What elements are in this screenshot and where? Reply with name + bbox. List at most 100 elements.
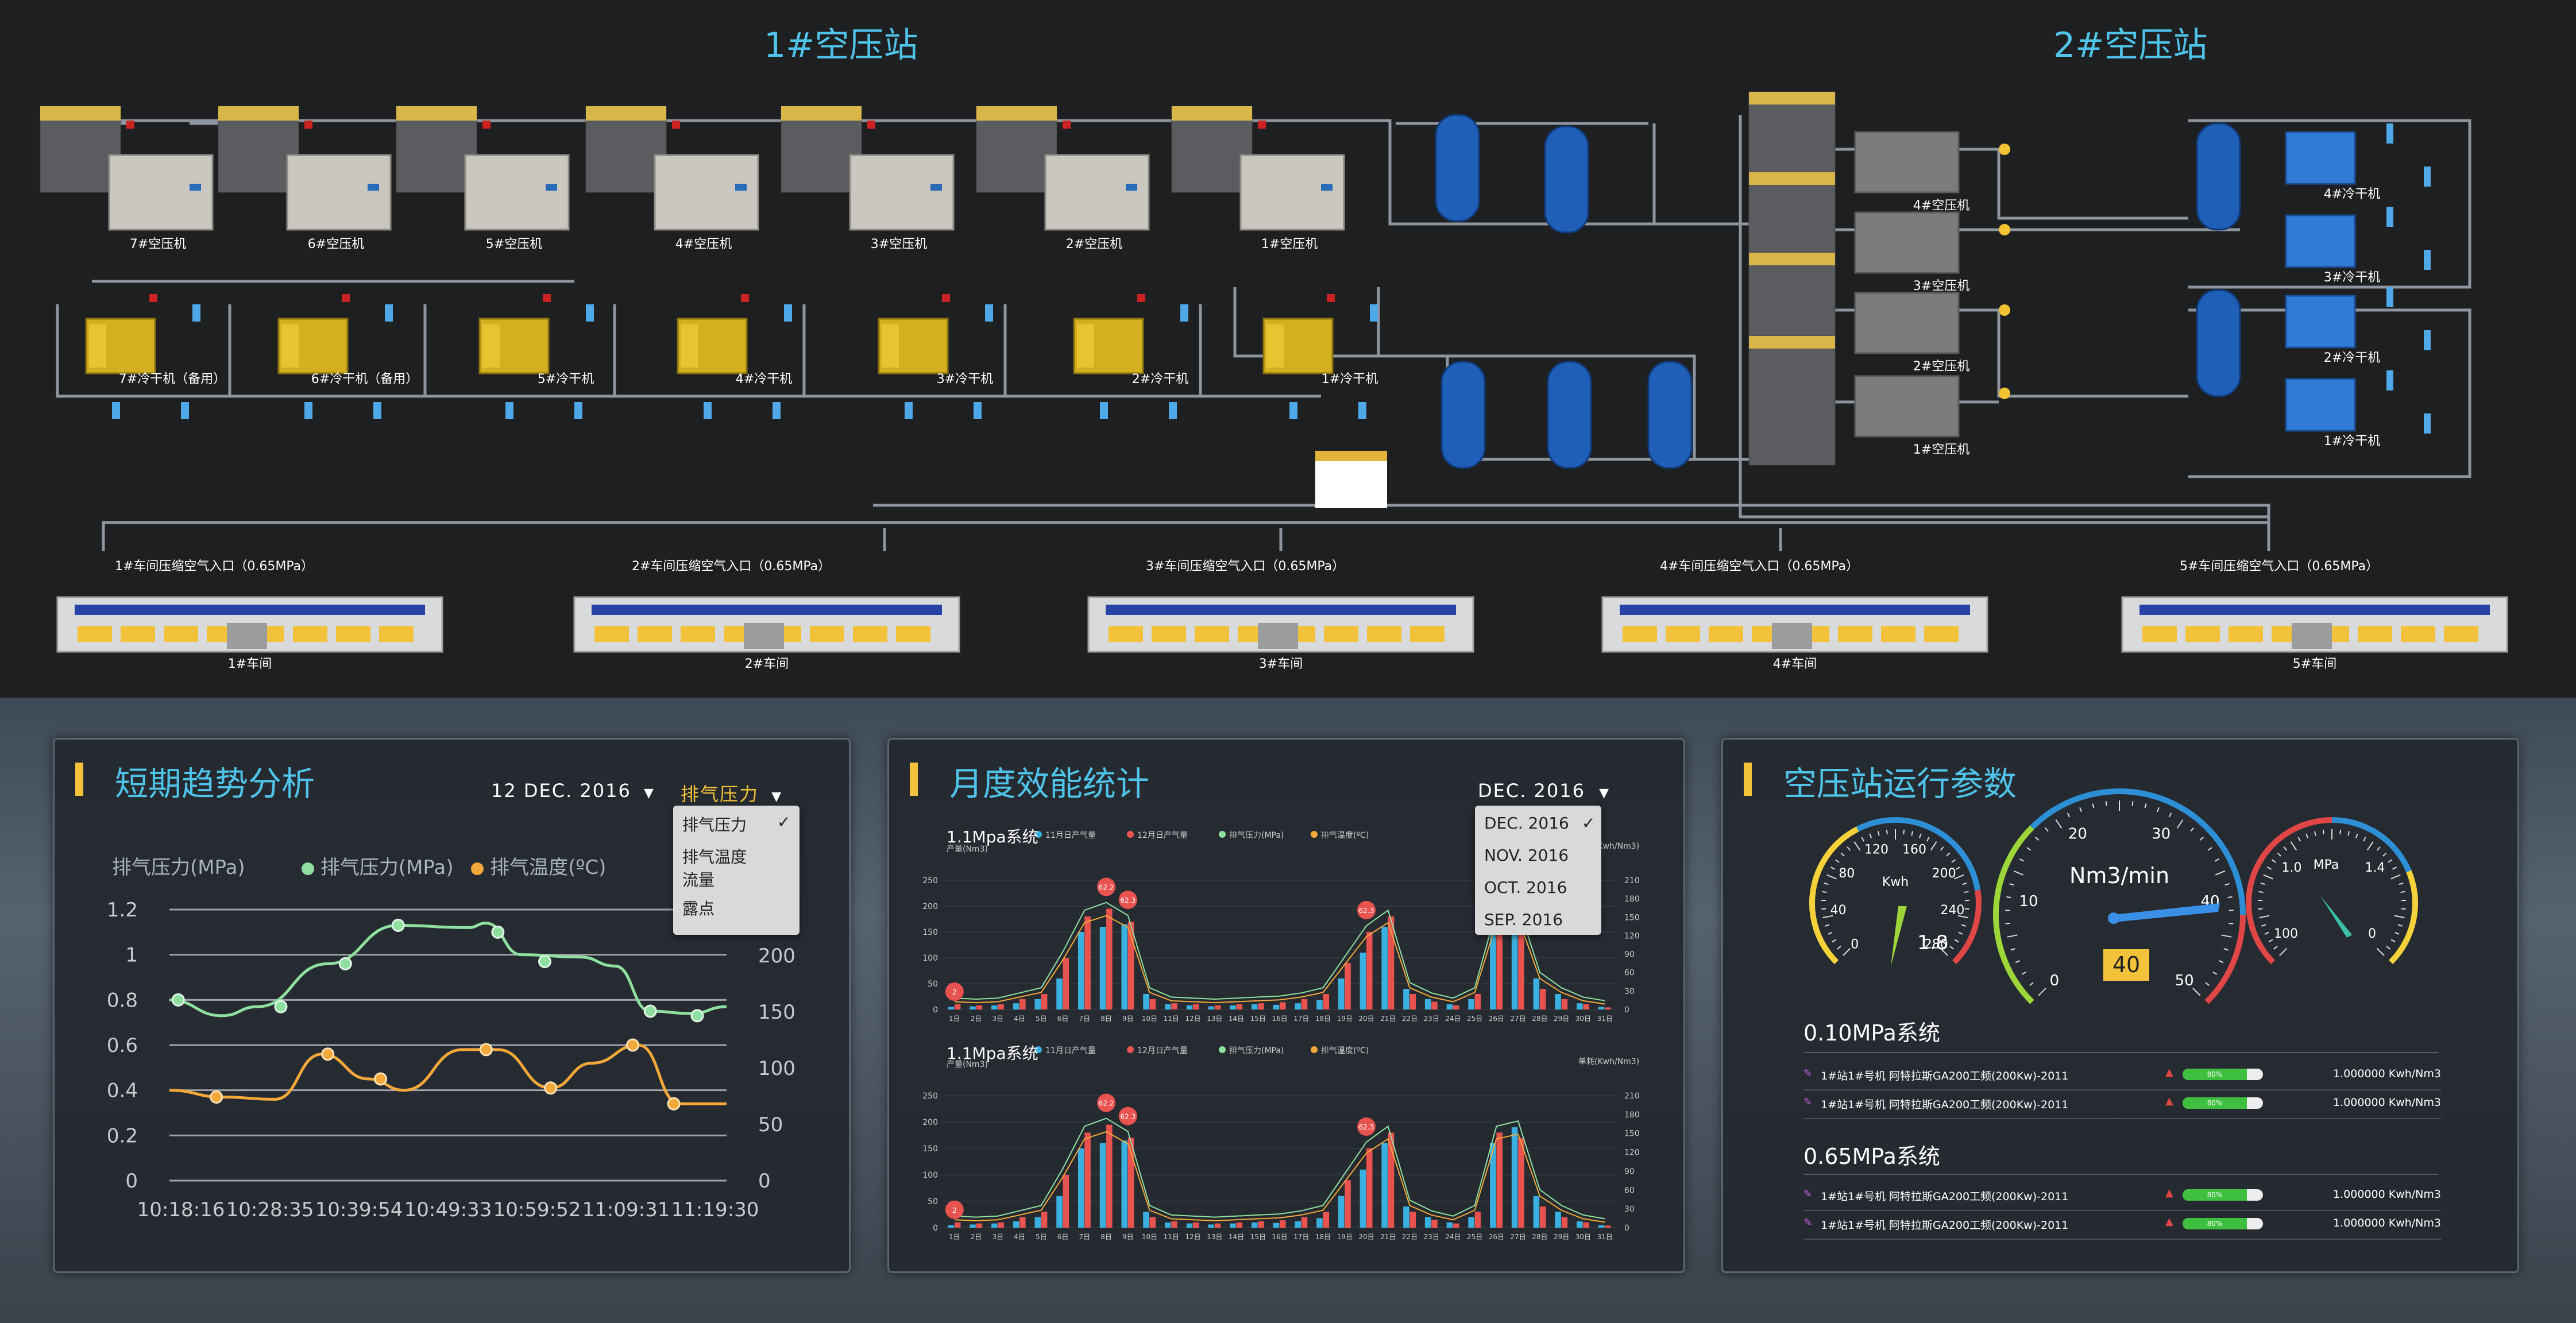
menu-item-oct[interactable]: OCT. 2016 bbox=[1484, 878, 1567, 897]
pressure-gauge-tick bbox=[2397, 924, 2403, 927]
callout-marker bbox=[1118, 1107, 1137, 1125]
menu-item-temperature[interactable]: 排气温度 bbox=[682, 848, 747, 866]
x-tick-label: 16日 bbox=[1272, 1015, 1287, 1023]
workshop-door bbox=[638, 626, 672, 642]
x-tick-label: 13日 bbox=[1207, 1233, 1222, 1241]
bar-dec bbox=[1301, 1217, 1308, 1228]
legend-label: 12月日产气量 bbox=[1137, 831, 1188, 840]
menu-item-pressure[interactable]: 排气压力 ✓ bbox=[682, 813, 791, 834]
compressor-label: 6#空压机 bbox=[308, 237, 364, 252]
x-tick-label: 22日 bbox=[1402, 1015, 1418, 1023]
param-row[interactable]: ✎ 1#站1#号机 阿特拉斯GA200工频(200Kw)-2011 ▲ 80% 1.00… bbox=[1803, 1064, 2441, 1090]
flow-gauge-tick bbox=[2019, 858, 2024, 862]
trend-metric-dropdown[interactable]: 排气压力 ▼ bbox=[681, 780, 782, 806]
x-tick-label: 9日 bbox=[1122, 1233, 1134, 1241]
unit-consumption: 1.000000 Kwh/Nm3 bbox=[2333, 1067, 2441, 1080]
x-tick-label: 16日 bbox=[1272, 1233, 1287, 1241]
flow-gauge-unit: Nm3/min bbox=[2069, 863, 2169, 888]
dryer-label: 6#冷干机（备用） bbox=[311, 372, 418, 386]
callout-label: 62.2 bbox=[1099, 1100, 1114, 1108]
legend-label: 11月日产气量 bbox=[1045, 1046, 1096, 1055]
chevron-down-icon: ▼ bbox=[771, 790, 783, 804]
air-tank bbox=[1647, 361, 1693, 469]
bar-nov bbox=[1360, 953, 1366, 1009]
menu-item-nov[interactable]: NOV. 2016 bbox=[1484, 846, 1569, 865]
y2-tick-label: 0 bbox=[1624, 1224, 1629, 1233]
kwh-gauge-value: 1.8 bbox=[1917, 931, 1948, 954]
y-tick-label: 150 bbox=[922, 1144, 938, 1154]
pressure-gauge-tick bbox=[2297, 837, 2301, 842]
flow-gauge-tick bbox=[2038, 988, 2046, 996]
bar-dec bbox=[1366, 1148, 1373, 1228]
menu-item-dewpoint[interactable]: 露点 bbox=[682, 899, 715, 918]
menu-item-sep[interactable]: SEP. 2016 bbox=[1484, 910, 1563, 929]
compressor-logo bbox=[546, 184, 557, 191]
panel-accent bbox=[75, 763, 83, 796]
monthly-date-dropdown[interactable]: DEC. 2016 ▼ bbox=[1478, 780, 1610, 802]
y-tick-label: 1 bbox=[125, 944, 138, 967]
workshop-gate bbox=[1258, 623, 1298, 649]
callout-marker bbox=[945, 982, 964, 1001]
machine-name: 1#站1#号机 阿特拉斯GA200工频(200Kw)-2011 bbox=[1821, 1070, 2069, 1082]
bar-nov bbox=[1251, 1004, 1258, 1009]
kwh-gauge-arc bbox=[1932, 826, 1981, 891]
bar-nov bbox=[1078, 932, 1084, 1009]
kwh-gauge-tick bbox=[1954, 939, 1959, 943]
monthly-panel: 产量(Nm3) 单耗(Kwh/Nm3) 11月日产气量 12月日产气量 排气压力(MPa… bbox=[887, 738, 1685, 1273]
x-tick-label: 25日 bbox=[1467, 1015, 1482, 1023]
filter-icon bbox=[2424, 413, 2431, 434]
dryer-door bbox=[1266, 324, 1284, 368]
legend-label: 排气温度(ºC) bbox=[1321, 1046, 1369, 1055]
y-tick-label: 0 bbox=[933, 1224, 938, 1233]
bar-dec bbox=[1583, 1004, 1589, 1009]
check-icon: ✓ bbox=[1582, 814, 1596, 833]
bar-dec bbox=[1106, 908, 1113, 1009]
workshop-label: 2#车间 bbox=[745, 657, 789, 671]
workshop-door bbox=[2401, 626, 2435, 642]
workshop-door bbox=[594, 626, 629, 642]
callout-label: 62.3 bbox=[1359, 1123, 1374, 1131]
flow-gauge-tick bbox=[2067, 813, 2071, 818]
x-tick-label: 21日 bbox=[1380, 1015, 1396, 1023]
param-row[interactable]: ✎ 1#站1#号机 阿特拉斯GA200工频(200Kw)-2011 ▲ 80% 1.00… bbox=[1803, 1185, 2441, 1211]
flow-gauge-tick bbox=[2026, 847, 2032, 851]
kwh-gauge-arc bbox=[1809, 889, 1839, 965]
bar-nov bbox=[1034, 999, 1041, 1009]
bar-dec bbox=[1561, 1217, 1568, 1228]
bar-nov bbox=[1577, 1003, 1583, 1009]
kwh-gauge-tick bbox=[1940, 947, 1948, 956]
air-tank bbox=[1547, 361, 1592, 469]
pipe-line bbox=[1407, 354, 1696, 459]
y-tick-label: 0.8 bbox=[107, 989, 138, 1012]
x-tick-label: 10:18:16 bbox=[137, 1198, 225, 1221]
param-row[interactable]: ✎ 1#站1#号机 阿特拉斯GA200工频(200Kw)-2011 ▲ 80% 1.00… bbox=[1803, 1213, 2441, 1240]
params-panel: 0 40 80 120 160 200 240 280 Kwh 1.8 0 10 20 30 40 50 Nm3… bbox=[1721, 738, 2519, 1273]
y2-tick-label: 0 bbox=[1624, 1005, 1629, 1015]
legend-marker bbox=[1127, 1046, 1134, 1053]
trend-date-dropdown[interactable]: 12 DEC. 2016 ▼ bbox=[491, 780, 655, 802]
bar-dec bbox=[998, 1222, 1004, 1228]
pipe-line bbox=[228, 304, 1202, 396]
month-menu: DEC. 2016 ✓ NOV. 2016 OCT. 2016 SEP. 2016 bbox=[1475, 806, 1601, 935]
progress-fill: 80% bbox=[2183, 1097, 2247, 1109]
menu-item-flow[interactable]: 流量 bbox=[682, 871, 715, 889]
filter-icon bbox=[2386, 123, 2393, 144]
y-tick-label: 250 bbox=[922, 876, 938, 885]
kwh-gauge-tick bbox=[1847, 846, 1851, 851]
filter-icon bbox=[385, 304, 393, 322]
flow-gauge-tick bbox=[2015, 960, 2020, 964]
x-tick-label: 24日 bbox=[1445, 1015, 1461, 1023]
pressure-gauge-label: 1.0 bbox=[2282, 861, 2302, 875]
callout-marker bbox=[1357, 1117, 1376, 1136]
compressor-label: 2#空压机 bbox=[1913, 359, 1969, 374]
filter-icon bbox=[2424, 167, 2431, 187]
pen-icon: ✎ bbox=[1803, 1217, 1813, 1229]
param-row[interactable]: ✎ 1#站1#号机 阿特拉斯GA200工频(200Kw)-2011 ▲ 80% 1.00… bbox=[1803, 1093, 2441, 1119]
bar-dec bbox=[1518, 922, 1524, 1009]
bar-nov bbox=[1208, 1006, 1215, 1009]
kwh-gauge-tick bbox=[1861, 837, 1864, 842]
dryer-label: 3#冷干机 bbox=[937, 372, 993, 386]
menu-item-dec[interactable]: DEC. 2016 ✓ bbox=[1484, 814, 1596, 833]
piping-diagram: 7#空压机 6#空压机 5#空压机 4#空压机 3#空压机 2#空压机 1#空压机 7#冷干机… bbox=[40, 91, 2508, 671]
compressor-unit bbox=[1044, 154, 1150, 231]
